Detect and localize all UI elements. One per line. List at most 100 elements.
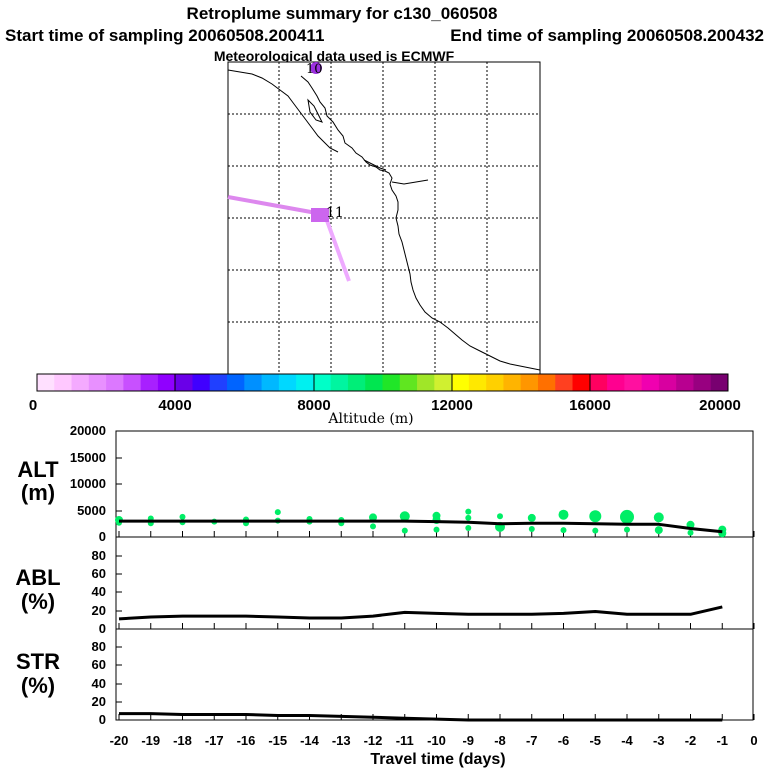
colorbar-tick-label: 12000: [431, 397, 473, 414]
colorbar-cell: [313, 374, 332, 391]
xtick-label: -6: [558, 733, 570, 748]
xtick-label: -10: [427, 733, 446, 748]
coastline-north: [227, 69, 339, 153]
alt-scatter-point: [560, 527, 567, 534]
colorbar-cell: [589, 374, 608, 391]
alt-scatter-point: [528, 526, 535, 532]
xaxis-label: Travel time (days): [370, 751, 505, 768]
alt-panel-unit: (m): [21, 480, 55, 505]
series-lines: [118, 519, 723, 722]
colorbar-ticks: [174, 374, 591, 391]
colorbar-cell: [503, 374, 522, 391]
xtick-label: -12: [364, 733, 383, 748]
xtick-label: -2: [685, 733, 697, 748]
colorbar-cell: [555, 374, 574, 391]
colorbar-cell: [261, 374, 280, 391]
colorbar-cell: [123, 374, 142, 391]
plume-path-south: [324, 217, 351, 282]
colorbar-cell: [658, 374, 677, 391]
colorbar-cell: [451, 374, 470, 391]
colorbar-cell: [607, 374, 625, 391]
colorbar-cell: [572, 374, 591, 391]
xtick-labels: -20 -19 -18 -17 -16 -15 -14 -13 -12 -11 -10 -9 -8 -7-…: [110, 733, 758, 748]
str-panel-unit: (%): [21, 673, 55, 698]
abl-panel-label: ABL: [15, 565, 60, 590]
alt-scatter-point: [465, 514, 472, 521]
xtick-label: -20: [110, 733, 129, 748]
alt-scatter-point: [497, 513, 503, 520]
colorbar-cell: [365, 374, 383, 391]
abl-ytick-label: 60: [92, 566, 106, 581]
map-panel: 10 11: [227, 61, 541, 375]
island: [307, 98, 323, 123]
map-gridlines: [228, 62, 540, 374]
alt-scatter-point: [527, 513, 536, 522]
colorbar: 0 4000 8000 12000 16000 20000 Altitude (…: [29, 373, 741, 427]
colorbar-tick-label: 20000: [699, 397, 741, 414]
colorbar-cell: [330, 374, 349, 391]
abl-panel-unit: (%): [21, 589, 55, 614]
colorbar-cell: [347, 374, 366, 391]
colorbar-cell: [382, 374, 401, 391]
marker-top-label: 10: [306, 62, 323, 77]
colorbar-tick-label: 0: [29, 397, 37, 414]
xtick-label: -15: [268, 733, 287, 748]
colorbar-cell: [710, 374, 729, 391]
alt-panel-label: ALT: [17, 457, 59, 482]
alt-scatter-point: [558, 509, 569, 520]
alt-scatter-point: [401, 527, 408, 534]
colorbar-cell: [244, 374, 263, 391]
xtick-label: -11: [396, 733, 414, 748]
alt-ytick-label: 0: [99, 529, 106, 544]
colorbar-cell: [486, 374, 504, 391]
end-time-label: End time of sampling 20060508.200432: [450, 26, 764, 45]
str-ytick-label: 0: [99, 712, 106, 727]
alt-scatter-point: [624, 526, 630, 533]
alt-scatter-point: [654, 526, 663, 535]
xtick-label: -17: [205, 733, 224, 748]
xtick-marks: [118, 531, 755, 720]
alt-scatter-point: [589, 510, 602, 523]
colorbar-frame: [36, 373, 729, 392]
alt-ytick-label: 5000: [77, 503, 106, 518]
xtick-label: -1: [716, 733, 728, 748]
colorbar-cell: [37, 374, 55, 391]
colorbar-cell: [641, 374, 660, 391]
colorbar-tick-label: 16000: [569, 397, 611, 414]
xtick-label: -19: [141, 733, 160, 748]
colorbar-cell: [71, 374, 90, 391]
xtick-label: -14: [300, 733, 320, 748]
xtick-label: -9: [462, 733, 474, 748]
str-ytick-label: 20: [92, 694, 106, 709]
str-ytick-label: 60: [92, 657, 106, 672]
alt-scatter-point: [433, 526, 440, 533]
colorbar-cell: [434, 374, 453, 391]
alt-series-line: [119, 519, 723, 534]
colorbar-cell: [88, 374, 107, 391]
alt-scatter-point: [370, 523, 376, 530]
xtick-label: 0: [750, 733, 757, 748]
alt-scatter-point: [179, 513, 186, 520]
colorbar-cell: [693, 374, 712, 391]
river: [391, 179, 429, 185]
alt-ytick-label: 10000: [70, 476, 106, 491]
alt-scatter-point: [465, 525, 472, 531]
marker-center: [311, 208, 329, 222]
colorbar-cell: [192, 374, 211, 391]
colorbar-cell: [227, 374, 245, 391]
xtick-label: -5: [589, 733, 601, 748]
colorbar-cell: [468, 374, 487, 391]
alt-scatter-point: [653, 512, 664, 523]
str-ytick-label: 40: [92, 676, 106, 691]
colorbar-cell: [278, 374, 297, 391]
ytick-marks: [116, 457, 122, 703]
alt-scatter-point: [620, 509, 634, 524]
alt-scatter-point: [465, 508, 472, 515]
colorbar-cell: [140, 374, 159, 391]
plume-path-west: [227, 195, 323, 216]
abl-ytick-label: 0: [99, 621, 106, 636]
marker-top: [310, 62, 322, 74]
str-ytick-label: 80: [92, 639, 106, 654]
colorbar-cell: [209, 374, 228, 391]
